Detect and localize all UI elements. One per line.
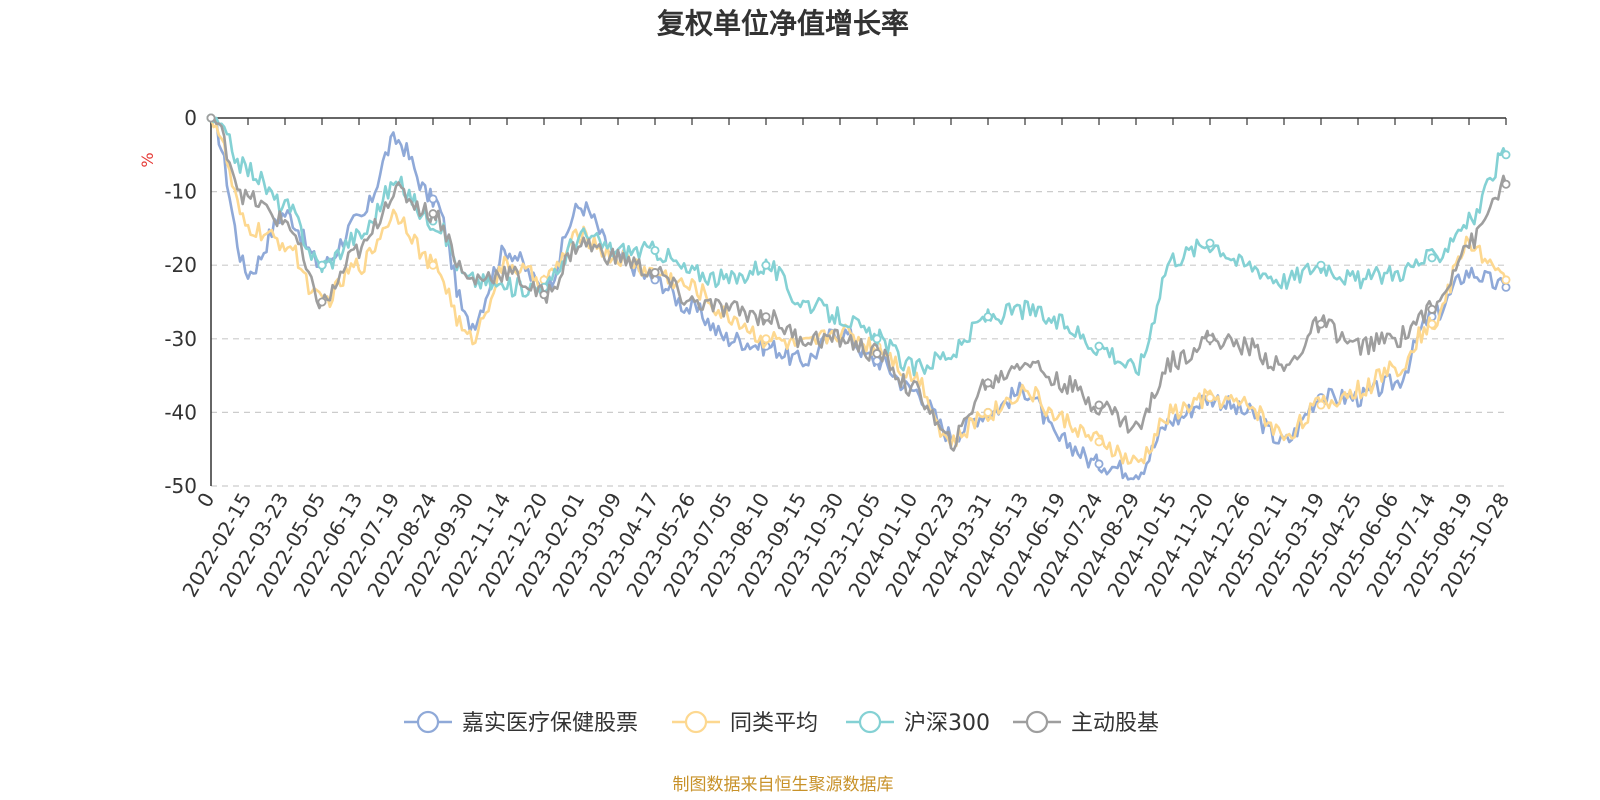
series-line xyxy=(210,116,1508,452)
data-point xyxy=(1094,459,1104,469)
data-point xyxy=(1316,319,1326,329)
data-point xyxy=(1427,319,1437,329)
legend-label: 主动股基 xyxy=(1071,711,1159,736)
data-point xyxy=(1501,150,1511,160)
legend-label: 沪深300 xyxy=(904,711,990,736)
data-point xyxy=(983,312,993,322)
data-point xyxy=(872,356,882,366)
data-point xyxy=(317,260,327,270)
grid-lines xyxy=(211,191,1506,487)
data-point xyxy=(1094,341,1104,351)
data-point xyxy=(1501,275,1511,285)
series-line xyxy=(211,116,1508,481)
data-point xyxy=(428,260,438,270)
x-axis: 02022-02-152022-03-232022-05-052022-06-1… xyxy=(177,117,1514,601)
data-point xyxy=(761,334,771,344)
data-point xyxy=(761,312,771,322)
legend: 嘉实医疗保健股票 同类平均 沪深300 主动股基 xyxy=(404,710,1159,736)
series-line xyxy=(209,116,1508,377)
data-point xyxy=(1427,253,1437,263)
data-point xyxy=(983,378,993,388)
data-point xyxy=(1094,437,1104,447)
data-point xyxy=(428,209,438,219)
data-point xyxy=(872,349,882,359)
y-tick-label: -20 xyxy=(164,253,197,277)
legend-circle-icon xyxy=(684,710,708,734)
chart-title: 复权单位净值增长率 xyxy=(657,7,909,40)
legend-item[interactable]: 同类平均 xyxy=(672,710,818,736)
data-point xyxy=(1316,400,1326,410)
legend-label: 同类平均 xyxy=(730,711,818,736)
data-point xyxy=(650,245,660,255)
data-point xyxy=(317,297,327,307)
data-point xyxy=(1427,304,1437,314)
data-point xyxy=(1501,282,1511,292)
y-tick-label: -30 xyxy=(164,327,197,351)
y-tick-label: -50 xyxy=(164,474,197,498)
y-tick-label: 0 xyxy=(184,106,197,130)
data-point xyxy=(872,334,882,344)
data-point xyxy=(206,113,216,123)
legend-item[interactable]: 沪深300 xyxy=(846,710,990,736)
y-tick-label: -40 xyxy=(164,400,197,424)
data-point xyxy=(1094,400,1104,410)
legend-circle-icon xyxy=(858,710,882,734)
data-point xyxy=(1501,179,1511,189)
data-point xyxy=(1205,334,1215,344)
legend-label: 嘉实医疗保健股票 xyxy=(462,711,638,736)
data-point xyxy=(1205,393,1215,403)
y-tick-label: -10 xyxy=(164,180,197,204)
series-lines xyxy=(206,113,1511,481)
data-point xyxy=(1205,238,1215,248)
x-tick-label: 0 xyxy=(192,489,219,512)
data-point xyxy=(539,290,549,300)
data-point xyxy=(761,260,771,270)
legend-circle-icon xyxy=(416,710,440,734)
legend-item[interactable]: 主动股基 xyxy=(1013,710,1159,736)
data-point xyxy=(983,407,993,417)
y-axis: 0 -10 -20 -30 -40 -50 xyxy=(164,106,212,498)
data-point xyxy=(428,194,438,204)
data-point xyxy=(1316,260,1326,270)
legend-item[interactable]: 嘉实医疗保健股票 xyxy=(404,710,638,736)
legend-circle-icon xyxy=(1025,710,1049,734)
series-line xyxy=(209,117,1508,465)
data-source-note: 制图数据来自恒生聚源数据库 xyxy=(673,775,894,795)
y-axis-unit: % xyxy=(138,152,157,167)
data-point xyxy=(650,268,660,278)
